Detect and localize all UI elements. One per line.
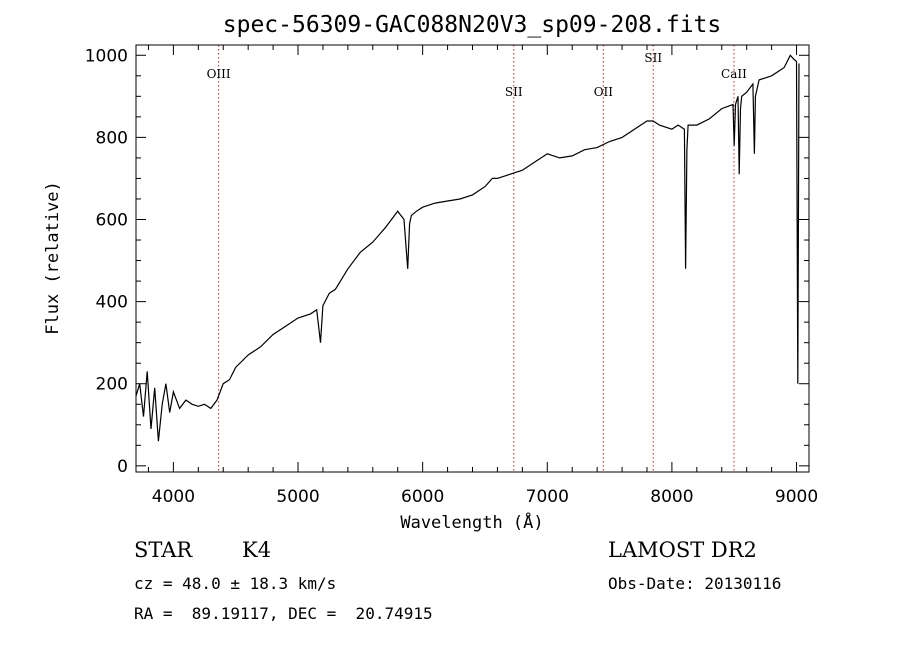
x-tick-label: 5000 xyxy=(276,487,319,507)
x-tick-label: 6000 xyxy=(401,487,444,507)
annotation-label: CaII xyxy=(721,67,747,81)
object-subclass: K4 xyxy=(242,538,272,562)
x-axis-ticks: 4000 5000 6000 7000 8000 9000 xyxy=(147,45,818,507)
annotation-label: OIII xyxy=(207,67,231,81)
y-axis-label: Flux (relative) xyxy=(43,181,63,335)
y-tick-label: 400 xyxy=(96,293,128,313)
plot-frame xyxy=(135,44,810,473)
annotation-label: SII xyxy=(644,51,662,65)
survey-name: LAMOST DR2 xyxy=(608,538,757,562)
y-tick-label: 200 xyxy=(96,375,128,395)
spectrum-line xyxy=(135,54,800,442)
annotations: OIII SII OII SII CaII xyxy=(207,45,747,472)
y-tick-label: 800 xyxy=(96,128,128,148)
observation-date: Obs-Date: 20130116 xyxy=(608,574,782,593)
y-tick-label: 600 xyxy=(96,210,128,230)
x-tick-label: 7000 xyxy=(526,487,569,507)
x-tick-label: 4000 xyxy=(152,487,195,507)
y-tick-label: 0 xyxy=(117,457,128,477)
x-axis-label: Wavelength (Å) xyxy=(400,511,543,533)
coordinates: RA = 89.19117, DEC = 20.74915 xyxy=(134,604,433,623)
chart-title: spec-56309-GAC088N20V3_sp09-208.fits xyxy=(223,12,722,38)
x-tick-label: 8000 xyxy=(650,487,693,507)
x-tick-label: 9000 xyxy=(775,487,818,507)
object-class: STAR xyxy=(134,538,193,562)
redshift-velocity: cz = 48.0 ± 18.3 km/s xyxy=(134,574,337,593)
annotation-label: SII xyxy=(505,85,523,99)
y-axis-ticks: 0 200 400 600 800 1000 xyxy=(85,46,809,477)
annotation-label: OII xyxy=(594,85,614,99)
y-tick-label: 1000 xyxy=(85,46,128,66)
